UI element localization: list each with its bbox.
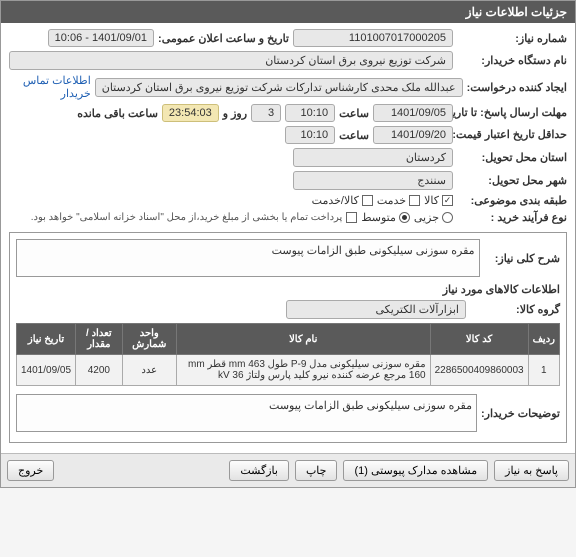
category-label: طبقه بندی موضوعی: xyxy=(457,194,567,207)
validity-time: 10:10 xyxy=(285,126,335,144)
back-button[interactable]: بازگشت xyxy=(229,460,289,481)
province-value: کردستان xyxy=(293,148,453,167)
items-table: ردیف کد کالا نام کالا واحد شمارش تعداد /… xyxy=(16,323,560,386)
check-goods: کالا xyxy=(424,194,453,207)
buyer-label: نام دستگاه خریدار: xyxy=(457,54,567,67)
pub-date-value: 1401/09/01 - 10:06 xyxy=(48,29,154,47)
exit-button[interactable]: خروج xyxy=(7,460,54,481)
city-label: شهر محل تحویل: xyxy=(457,174,567,187)
form-body: شماره نیاز: 1101007017000205 تاریخ و ساع… xyxy=(1,23,575,453)
th-unit: واحد شمارش xyxy=(122,324,176,355)
cell-code: 2286500409860003 xyxy=(430,355,528,386)
need-no-value: 1101007017000205 xyxy=(293,29,453,47)
th-date: تاریخ نیاز xyxy=(17,324,76,355)
need-title-text: مقره سوزنی سیلیکونی طبق الزامات پیوست xyxy=(16,239,480,277)
check-goods-service: کالا/خدمت xyxy=(312,194,373,207)
check-treasury xyxy=(346,212,357,223)
check-service: خدمت xyxy=(377,194,420,207)
th-row: ردیف xyxy=(528,324,559,355)
group-label: گروه کالا: xyxy=(470,303,560,316)
deadline-label: مهلت ارسال پاسخ: تا تاریخ: تا تاریخ: xyxy=(457,107,567,119)
need-title-label: شرح کلی نیاز: xyxy=(484,252,560,265)
reply-button[interactable]: پاسخ به نیاز xyxy=(494,460,569,481)
inner-panel: شرح کلی نیاز: مقره سوزنی سیلیکونی طبق ال… xyxy=(9,232,567,443)
cell-name: مقره سوزنی سیلیکونی مدل P-9 طول mm 463 ق… xyxy=(176,355,430,386)
radio-mid-label: متوسط xyxy=(361,211,396,224)
check-goods-label: کالا xyxy=(424,194,439,207)
remain-days-label: روز و xyxy=(223,107,247,120)
buyer-note-label: توضیحات خریدار: xyxy=(481,407,560,420)
remain-time-warn: 23:54:03 xyxy=(162,104,219,122)
city-value: سنندج xyxy=(293,171,453,190)
pay-note: پرداخت تمام یا بخشی از مبلغ خرید،از محل … xyxy=(31,212,343,223)
radio-low: جزیی xyxy=(414,211,453,224)
validity-date: 1401/09/20 xyxy=(373,126,453,144)
th-name: نام کالا xyxy=(176,324,430,355)
creator-value: عبدالله ملک محدی کارشناس تدارکات شرکت تو… xyxy=(95,78,463,97)
check-service-label: خدمت xyxy=(377,194,406,207)
group-value: ابزارآلات الکتریکی xyxy=(286,300,466,319)
time-label-1: ساعت xyxy=(339,107,369,120)
radio-low-label: جزیی xyxy=(414,211,439,224)
remain-suffix: ساعت باقی مانده xyxy=(77,107,158,120)
th-qty: تعداد / مقدار xyxy=(76,324,123,355)
cell-unit: عدد xyxy=(122,355,176,386)
items-section-title: اطلاعات کالاهای مورد نیاز xyxy=(16,283,560,296)
creator-label: ایجاد کننده درخواست: xyxy=(467,81,567,94)
buyer-value: شرکت توزیع نیروی برق استان کردستان xyxy=(9,51,453,70)
deadline-date: 1401/09/05 xyxy=(373,104,453,122)
panel-title: جزئیات اطلاعات نیاز xyxy=(1,1,575,23)
validity-label: حداقل تاریخ اعتبار قیمت: تا تاریخ: xyxy=(457,129,567,141)
table-row: 1 2286500409860003 مقره سوزنی سیلیکونی م… xyxy=(17,355,560,386)
deadline-time: 10:10 xyxy=(285,104,335,122)
button-bar: پاسخ به نیاز مشاهده مدارک پیوستی (1) چاپ… xyxy=(1,453,575,487)
process-label: نوع فرآیند خرید : xyxy=(457,211,567,224)
attachments-button[interactable]: مشاهده مدارک پیوستی (1) xyxy=(343,460,488,481)
time-label-2: ساعت xyxy=(339,129,369,142)
cell-date: 1401/09/05 xyxy=(17,355,76,386)
cell-qty: 4200 xyxy=(76,355,123,386)
radio-mid: متوسط xyxy=(361,211,410,224)
pub-date-label: تاریخ و ساعت اعلان عمومی: xyxy=(158,32,289,45)
cell-row: 1 xyxy=(528,355,559,386)
buyer-note-text: مقره سوزنی سیلیکونی طبق الزامات پیوست xyxy=(16,394,477,432)
remain-days: 3 xyxy=(251,104,281,122)
th-code: کد کالا xyxy=(430,324,528,355)
check-goods-service-label: کالا/خدمت xyxy=(312,194,359,207)
need-details-panel: جزئیات اطلاعات نیاز شماره نیاز: 11010070… xyxy=(0,0,576,488)
province-label: استان محل تحویل: xyxy=(457,151,567,164)
print-button[interactable]: چاپ xyxy=(295,460,338,481)
need-no-label: شماره نیاز: xyxy=(457,32,567,45)
buyer-contact-link[interactable]: اطلاعات تماس خریدار xyxy=(9,74,91,100)
